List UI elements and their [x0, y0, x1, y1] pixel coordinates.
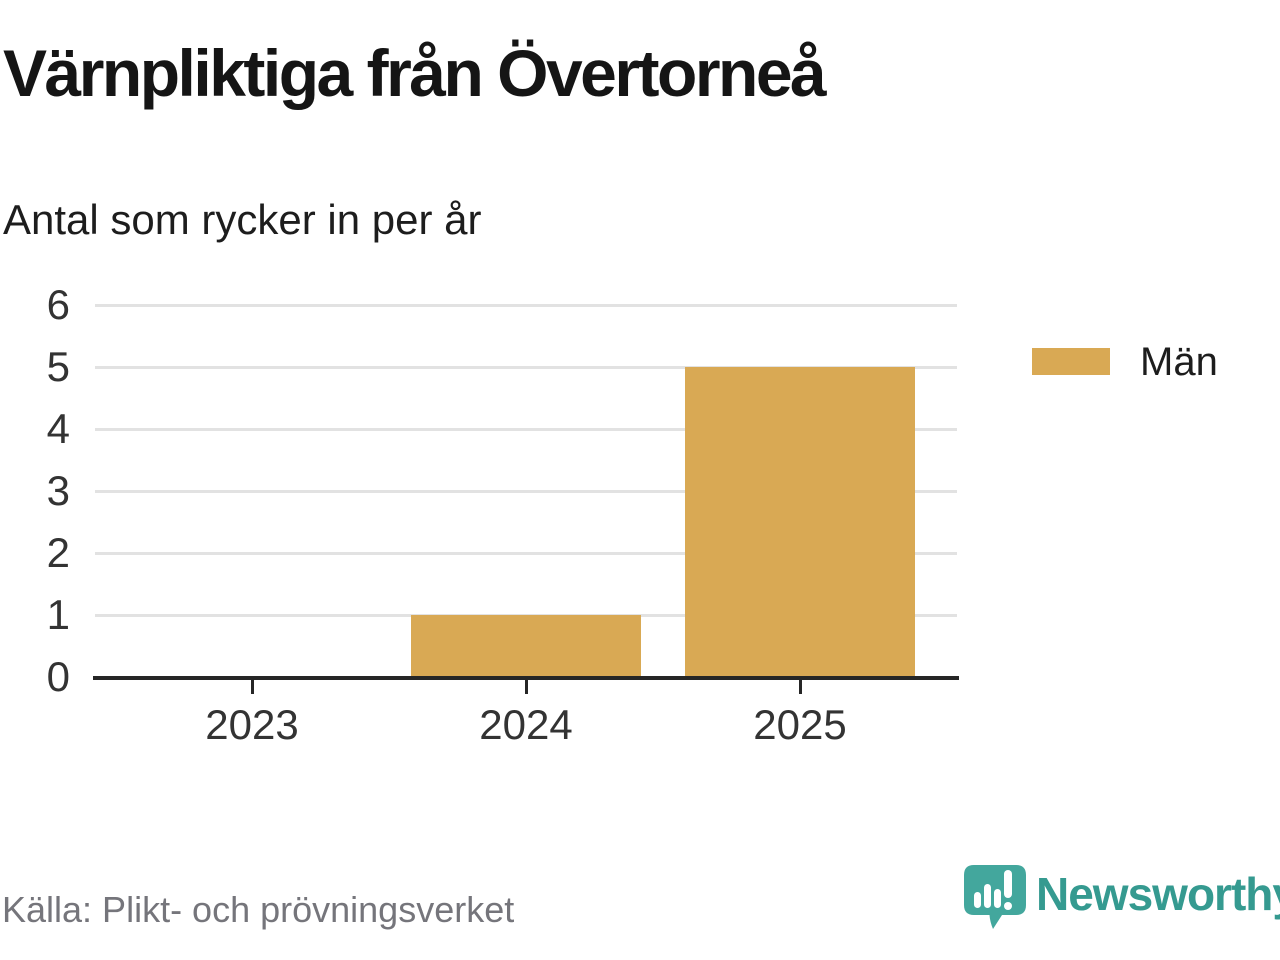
x-axis-label-2024: 2024 [479, 701, 573, 748]
chart-title: Värnpliktiga från Övertorneå [3, 36, 827, 110]
gridline-y2 [95, 552, 957, 555]
x-axis-baseline [93, 676, 959, 680]
x-axis-label-2023: 2023 [205, 701, 299, 748]
gridline-y3 [95, 490, 957, 493]
newsworthy-speech-bubble-chart-icon [963, 864, 1027, 936]
gridline-y4 [95, 428, 957, 431]
legend-label-man: Män [1140, 340, 1218, 384]
newsworthy-wordmark: Newsworthy [1036, 868, 1280, 920]
bar-2024 [411, 615, 641, 677]
chart-subtitle: Antal som rycker in per år [3, 196, 482, 243]
legend-swatch-man [1032, 348, 1110, 375]
y-axis-tick-label: 1 [46, 591, 70, 638]
x-axis-tick [524, 680, 528, 694]
x-axis-tick [798, 680, 802, 694]
y-axis-tick-label: 3 [46, 467, 70, 514]
y-axis-tick-label: 2 [46, 529, 70, 576]
y-axis-tick-label: 0 [46, 653, 70, 700]
x-axis-tick [250, 680, 254, 694]
x-axis-label-2025: 2025 [753, 701, 847, 748]
y-axis-tick-label: 4 [46, 405, 70, 452]
gridline-y6 [95, 304, 957, 307]
bar-2025 [685, 367, 915, 677]
y-axis-tick-label: 5 [46, 343, 70, 390]
y-axis-tick-label: 6 [46, 281, 70, 328]
gridline-y5 [95, 366, 957, 369]
newsworthy-logo: Newsworthy [963, 863, 1280, 936]
source-attribution: Källa: Plikt- och prövningsverket [2, 889, 515, 930]
